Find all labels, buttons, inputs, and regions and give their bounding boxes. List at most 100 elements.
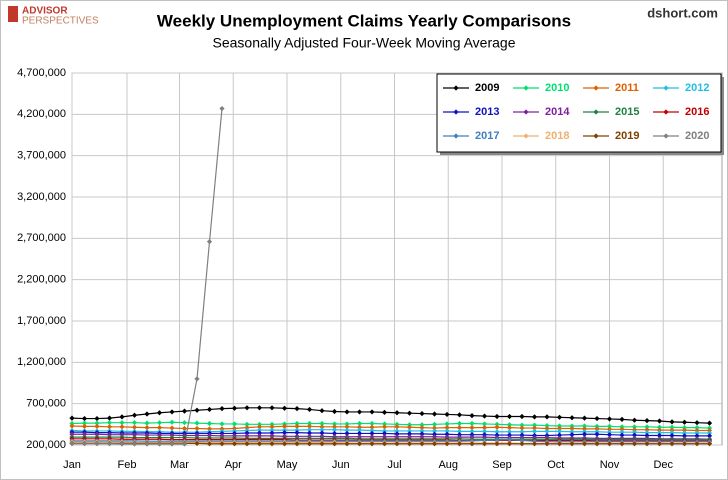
point xyxy=(394,424,400,430)
point xyxy=(81,415,88,422)
y-tick-label: 3,200,000 xyxy=(17,191,66,203)
point xyxy=(519,413,525,420)
point xyxy=(444,411,450,418)
point xyxy=(681,419,688,425)
point xyxy=(269,405,275,411)
point xyxy=(194,440,200,446)
legend-marker xyxy=(593,109,599,115)
point xyxy=(331,424,338,430)
point xyxy=(144,425,150,431)
point xyxy=(494,437,500,443)
point xyxy=(281,430,288,436)
point xyxy=(156,410,163,416)
point xyxy=(319,427,325,433)
point xyxy=(231,405,238,411)
point xyxy=(669,419,675,425)
point xyxy=(681,430,688,436)
point xyxy=(419,410,425,417)
point xyxy=(456,425,463,431)
point xyxy=(244,421,250,427)
point xyxy=(444,428,450,434)
point xyxy=(219,421,225,427)
point xyxy=(294,430,300,436)
series-line xyxy=(72,436,710,441)
point xyxy=(194,407,200,413)
point xyxy=(331,441,338,447)
point xyxy=(506,441,513,447)
point xyxy=(706,420,713,426)
point xyxy=(381,409,388,415)
point xyxy=(394,431,400,437)
point xyxy=(319,441,325,447)
point xyxy=(206,406,213,413)
point xyxy=(594,426,600,432)
x-tick-label: Jun xyxy=(332,459,350,471)
x-tick-label: Feb xyxy=(118,459,137,471)
legend-marker xyxy=(523,109,529,115)
point xyxy=(131,420,138,426)
point xyxy=(219,406,225,412)
point xyxy=(519,441,525,447)
point xyxy=(194,420,200,426)
point xyxy=(481,425,488,431)
legend-label: 2010 xyxy=(545,82,569,94)
point xyxy=(194,376,200,382)
point xyxy=(256,427,263,433)
point xyxy=(131,424,138,430)
point xyxy=(694,425,700,431)
point xyxy=(594,441,600,447)
logo-top: ADVISOR xyxy=(22,6,68,17)
series-line xyxy=(71,421,710,429)
point xyxy=(369,420,375,427)
point xyxy=(506,429,513,435)
point xyxy=(206,420,213,427)
point xyxy=(581,441,588,447)
series-line xyxy=(71,429,710,434)
point xyxy=(281,423,288,429)
legend-marker xyxy=(453,133,459,139)
point xyxy=(631,432,638,438)
point xyxy=(406,441,413,447)
point xyxy=(244,441,250,447)
y-tick-label: 4,700,000 xyxy=(17,67,66,79)
point xyxy=(394,428,400,434)
y-tick-label: 2,200,000 xyxy=(17,274,66,286)
point xyxy=(419,422,425,428)
point xyxy=(494,429,500,435)
x-tick-label: Dec xyxy=(653,459,673,471)
point xyxy=(594,431,600,437)
point xyxy=(344,421,350,427)
point xyxy=(669,430,675,436)
chart-title: Weekly Unemployment Claims Yearly Compar… xyxy=(157,11,571,30)
x-tick-label: Sep xyxy=(492,459,512,471)
legend-marker xyxy=(663,85,669,91)
point xyxy=(456,441,463,447)
point xyxy=(106,441,113,447)
point xyxy=(556,428,563,434)
point xyxy=(144,420,150,426)
point xyxy=(569,441,575,447)
point xyxy=(656,432,663,439)
point xyxy=(394,441,400,447)
y-tick-label: 700,000 xyxy=(26,398,66,410)
point xyxy=(281,441,288,447)
point xyxy=(706,430,713,436)
point xyxy=(631,441,638,447)
point xyxy=(194,425,200,432)
legend-marker xyxy=(593,133,599,139)
point xyxy=(444,441,450,447)
point xyxy=(156,420,163,426)
point xyxy=(69,415,75,421)
point xyxy=(606,432,613,438)
legend-marker xyxy=(523,133,529,139)
point xyxy=(706,433,713,439)
point xyxy=(581,415,588,421)
series-line xyxy=(72,439,710,443)
point xyxy=(544,425,550,432)
logo-bottom: PERSPECTIVES xyxy=(22,16,99,27)
point xyxy=(69,441,75,447)
point xyxy=(131,412,138,418)
point xyxy=(406,410,413,416)
point xyxy=(81,420,88,426)
